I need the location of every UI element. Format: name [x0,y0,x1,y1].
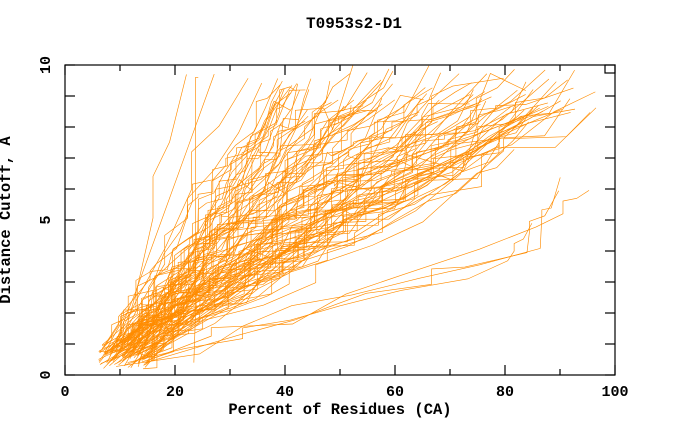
svg-text:10: 10 [38,56,55,74]
svg-text:20: 20 [166,384,184,401]
svg-text:5: 5 [38,215,55,224]
svg-text:80: 80 [496,384,514,401]
svg-text:0: 0 [38,370,55,379]
svg-text:60: 60 [386,384,404,401]
svg-text:0: 0 [60,384,69,401]
svg-text:100: 100 [601,384,628,401]
svg-text:40: 40 [276,384,294,401]
